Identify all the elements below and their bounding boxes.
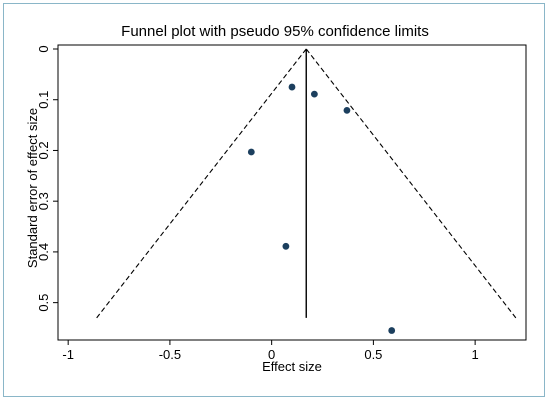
confidence-limit-lines [96, 48, 517, 319]
x-axis-label: Effect size [262, 359, 322, 374]
y-axis-label: Standard error of effect size [25, 108, 40, 268]
y-tick-label: 0.2 [36, 141, 51, 159]
y-tick-label: 0.1 [36, 91, 51, 109]
study-point-1 [288, 83, 296, 91]
study-point-6 [388, 327, 396, 334]
x-tick-label: 1 [472, 347, 479, 362]
plot-frame [57, 44, 527, 341]
study-points [247, 83, 396, 334]
x-axis-ticks: -1 -0.5 0 0.5 1 [62, 340, 479, 362]
x-tick-label: -0.5 [159, 347, 181, 362]
ci-limit-left [96, 48, 307, 319]
chart-title: Funnel plot with pseudo 95% confidence l… [121, 23, 429, 40]
y-tick-label: 0 [36, 45, 51, 52]
x-tick-label: 0.5 [364, 347, 382, 362]
study-point-5 [282, 242, 290, 250]
y-axis-ticks: 0 0.1 0.2 0.3 0.4 0.5 [36, 45, 58, 312]
y-tick-label: 0.3 [36, 192, 51, 210]
plot-area-border [57, 44, 527, 341]
ci-limit-right [305, 48, 517, 319]
x-tick-label: -1 [62, 347, 74, 362]
study-point-4 [247, 148, 255, 156]
y-tick-label: 0.5 [36, 294, 51, 312]
y-tick-label: 0.4 [36, 243, 51, 261]
x-tick-label: 0 [268, 347, 275, 362]
study-point-3 [343, 106, 351, 114]
study-point-2 [310, 90, 318, 98]
